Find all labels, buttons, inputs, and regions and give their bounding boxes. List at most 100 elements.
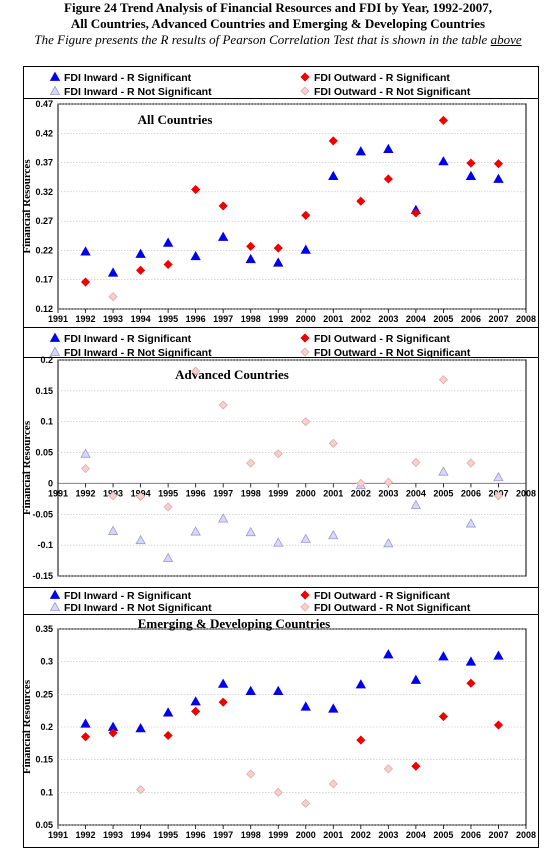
legend-marker-inward-nonsig (49, 85, 61, 95)
point-inward-nonsig (410, 499, 422, 509)
chart-emerging-developing-countries: FDI Inward - R Significant FDI Outward - … (21, 587, 539, 848)
x-tick-label: 1999 (268, 314, 288, 324)
x-tick-label: 2006 (461, 314, 481, 324)
x-tick-label: 1998 (241, 830, 261, 840)
y-tick-label: 0.1 (40, 417, 53, 427)
y-tick-label: -0.05 (32, 509, 53, 519)
caption-link-above[interactable]: above (490, 32, 522, 47)
point-inward-nonsig (245, 526, 256, 537)
point-inward-sig (190, 696, 201, 706)
y-tick-label: 0.2 (40, 722, 53, 732)
point-inward-sig (80, 718, 91, 728)
x-tick-label: 1996 (186, 830, 206, 840)
legend-marker-outward-nonsig (300, 602, 310, 612)
point-outward-nonsig (163, 502, 173, 512)
point-outward-nonsig (136, 785, 146, 795)
point-outward-sig (356, 196, 366, 206)
x-tick-label: 2008 (516, 314, 536, 324)
x-tick-label: 2003 (378, 488, 398, 498)
point-outward-sig (80, 732, 91, 742)
point-inward-nonsig (135, 534, 146, 545)
y-tick-label: 0.1 (40, 787, 53, 797)
legend-label-outward-nonsig: FDI Outward - R Not Significant (314, 347, 471, 359)
point-inward-sig (162, 707, 174, 717)
legend-label-inward-sig: FDI Inward - R Significant (64, 333, 192, 345)
chart-all-countries: FDI Inward - R Significant FDI Outward - … (21, 66, 539, 331)
point-inward-sig (355, 679, 367, 689)
legend-marker-outward-sig (300, 590, 310, 600)
x-tick-label: 2008 (516, 488, 536, 498)
point-outward-sig (191, 706, 201, 716)
point-inward-sig (465, 656, 477, 666)
point-inward-sig (355, 146, 367, 156)
legend-label-outward-sig: FDI Outward - R Significant (314, 72, 450, 84)
x-tick-label: 1997 (213, 488, 233, 498)
point-outward-sig (273, 243, 283, 253)
point-outward-nonsig (438, 375, 448, 385)
y-tick-label: 0.15 (35, 386, 53, 396)
chart-title: Emerging & Developing Countries (138, 616, 330, 631)
point-inward-sig (328, 703, 339, 713)
point-inward-sig (273, 685, 284, 695)
x-tick-label: 1992 (76, 488, 96, 498)
point-inward-sig (465, 170, 477, 180)
y-tick-label: -0.15 (32, 571, 53, 581)
x-tick-label: 1991 (48, 488, 68, 498)
point-inward-nonsig (273, 537, 284, 547)
x-tick-label: 1999 (268, 830, 288, 840)
y-tick-label: 0.47 (35, 99, 53, 109)
y-tick-label: 0.27 (35, 216, 53, 226)
point-outward-nonsig (301, 798, 311, 809)
x-tick-label: 2002 (351, 314, 371, 324)
point-outward-nonsig (246, 458, 256, 468)
point-inward-nonsig (328, 529, 339, 540)
point-outward-sig (301, 210, 311, 220)
y-axis-label: Financial Resources (21, 679, 33, 774)
point-outward-sig (438, 711, 448, 722)
point-inward-sig (493, 173, 504, 183)
legend-marker-inward-nonsig (49, 346, 61, 356)
point-outward-sig (163, 259, 173, 270)
figure-title-line-2: All Countries, Advanced Countries and Em… (70, 16, 486, 31)
point-outward-nonsig (301, 417, 311, 427)
x-tick-label: 1997 (213, 314, 233, 324)
legend-label-outward-sig: FDI Outward - R Significant (314, 333, 450, 345)
y-tick-label: 0.05 (35, 820, 53, 830)
plot-area (57, 359, 527, 577)
x-tick-label: 2007 (488, 314, 508, 324)
figure-caption: The Figure presents the R results of Pea… (0, 32, 556, 48)
point-outward-sig (493, 159, 504, 169)
x-tick-label: 1998 (241, 488, 261, 498)
point-inward-sig (190, 250, 201, 261)
x-tick-label: 2008 (516, 830, 536, 840)
point-inward-nonsig (80, 448, 91, 458)
y-tick-label: 0 (48, 478, 53, 488)
point-outward-sig (438, 115, 448, 125)
x-tick-label: 2001 (323, 314, 343, 324)
x-tick-label: 2001 (323, 830, 343, 840)
legend-label-inward-nonsig: FDI Inward - R Not Significant (64, 347, 212, 359)
point-outward-sig (218, 201, 228, 211)
point-outward-sig (466, 678, 476, 688)
legend-label-outward-sig: FDI Outward - R Significant (314, 590, 450, 602)
point-outward-nonsig (493, 491, 504, 501)
point-inward-sig (300, 701, 311, 711)
point-inward-sig (80, 246, 91, 256)
point-outward-nonsig (191, 366, 201, 376)
chart-title: Advanced Countries (175, 367, 289, 382)
point-outward-nonsig (273, 449, 283, 459)
legend-marker-inward-sig (49, 332, 61, 342)
point-inward-sig (135, 248, 146, 258)
point-outward-nonsig (273, 787, 283, 797)
x-tick-label: 2004 (406, 488, 426, 498)
x-tick-label: 1994 (131, 830, 151, 840)
point-outward-sig (246, 241, 256, 251)
y-axis-label: Financial Resources (21, 420, 33, 515)
point-inward-sig (273, 257, 284, 267)
figure-caption-text: The Figure presents the R results of Pea… (34, 32, 488, 47)
point-outward-nonsig (466, 458, 476, 468)
point-inward-sig (410, 674, 422, 684)
point-outward-sig (383, 174, 393, 184)
point-outward-sig (328, 136, 338, 146)
legend-box (23, 327, 539, 358)
